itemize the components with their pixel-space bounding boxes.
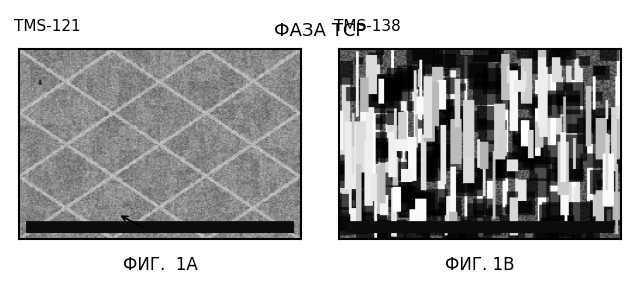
Text: ФАЗА ТСР: ФАЗА ТСР [274, 22, 366, 40]
Text: TMS-138: TMS-138 [333, 19, 400, 34]
Text: ФИГ.  1А: ФИГ. 1А [123, 256, 197, 274]
Text: TMS-121: TMS-121 [13, 19, 80, 34]
Text: ФИГ. 1В: ФИГ. 1В [445, 256, 515, 274]
